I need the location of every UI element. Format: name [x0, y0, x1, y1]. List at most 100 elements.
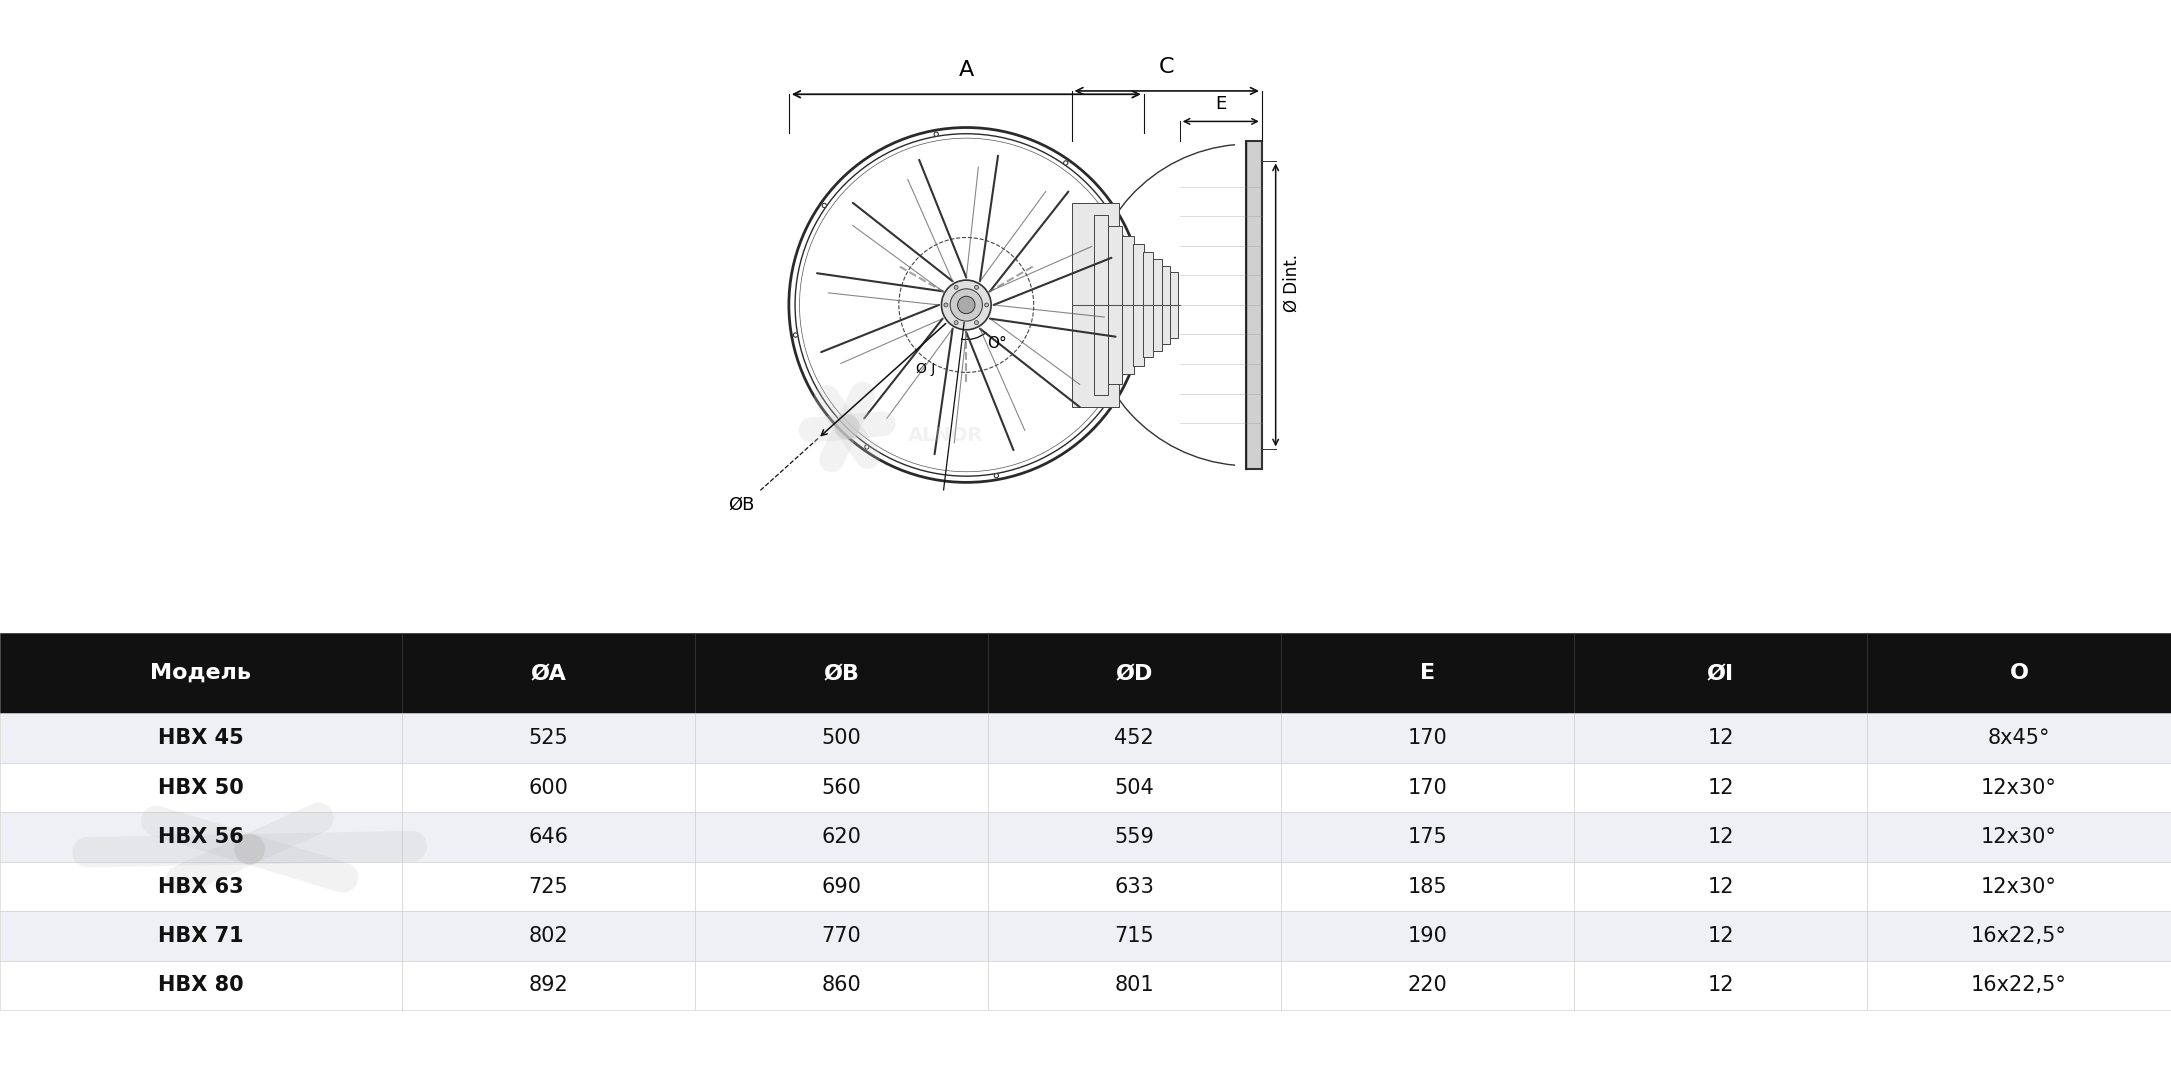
Bar — [1281, 861, 1574, 912]
Bar — [0, 861, 402, 912]
Bar — [1094, 215, 1107, 395]
Text: HBX 63: HBX 63 — [158, 876, 243, 897]
Bar — [1281, 912, 1574, 961]
Text: Модель: Модель — [150, 663, 252, 683]
Text: 12: 12 — [1706, 926, 1735, 946]
Bar — [695, 961, 988, 1010]
Bar — [1281, 812, 1574, 861]
Text: 504: 504 — [1114, 778, 1155, 797]
Text: ØB: ØB — [727, 496, 756, 514]
Bar — [695, 912, 988, 961]
Text: 16x22,5°: 16x22,5° — [1971, 976, 2067, 995]
Text: 452: 452 — [1114, 729, 1155, 748]
Text: 12: 12 — [1706, 778, 1735, 797]
Text: HBX 71: HBX 71 — [158, 926, 243, 946]
Text: O°: O° — [988, 336, 1007, 351]
Text: 559: 559 — [1114, 827, 1155, 847]
Text: HBX 80: HBX 80 — [158, 976, 243, 995]
Bar — [0, 714, 402, 763]
Bar — [0, 812, 402, 861]
Circle shape — [953, 321, 957, 324]
Text: 12x30°: 12x30° — [1982, 778, 2056, 797]
Text: 8x45°: 8x45° — [1989, 729, 2049, 748]
Bar — [1867, 763, 2171, 812]
Text: 500: 500 — [821, 729, 862, 748]
Circle shape — [792, 333, 797, 337]
Circle shape — [864, 445, 868, 449]
Text: 770: 770 — [821, 926, 862, 946]
Bar — [1867, 632, 2171, 714]
Bar — [1574, 763, 1867, 812]
Bar — [695, 632, 988, 714]
Text: ØD: ØD — [1116, 663, 1153, 683]
Text: ØA: ØA — [530, 663, 567, 683]
Bar — [1133, 244, 1144, 366]
Bar — [1281, 961, 1574, 1010]
Circle shape — [942, 280, 992, 330]
Text: 560: 560 — [821, 778, 862, 797]
Text: 12: 12 — [1706, 976, 1735, 995]
Bar — [0, 763, 402, 812]
Bar — [1867, 714, 2171, 763]
Bar — [1107, 226, 1122, 384]
Bar — [988, 861, 1281, 912]
Text: O: O — [2010, 663, 2028, 683]
Bar — [1246, 141, 1261, 469]
Bar — [988, 912, 1281, 961]
Bar — [1574, 961, 1867, 1010]
Bar — [988, 763, 1281, 812]
Bar — [1574, 861, 1867, 912]
Bar — [1574, 714, 1867, 763]
Text: HBX 50: HBX 50 — [158, 778, 243, 797]
Text: HBX 45: HBX 45 — [158, 729, 243, 748]
Text: ALNOR: ALNOR — [907, 426, 983, 445]
Circle shape — [957, 296, 975, 314]
Text: 175: 175 — [1407, 827, 1448, 847]
Text: 12x30°: 12x30° — [1982, 827, 2056, 847]
Bar — [1153, 259, 1161, 351]
Text: 620: 620 — [821, 827, 862, 847]
Bar — [1281, 763, 1574, 812]
Circle shape — [986, 303, 988, 307]
Bar — [402, 912, 695, 961]
Text: 633: 633 — [1114, 876, 1155, 897]
Text: 715: 715 — [1114, 926, 1155, 946]
Circle shape — [1064, 160, 1068, 165]
Text: 220: 220 — [1407, 976, 1448, 995]
Text: 12x30°: 12x30° — [1982, 876, 2056, 897]
Text: E: E — [1216, 95, 1227, 113]
Bar — [1867, 812, 2171, 861]
Bar — [988, 961, 1281, 1010]
Text: Ø J: Ø J — [916, 362, 936, 376]
Bar — [1281, 714, 1574, 763]
Text: 725: 725 — [528, 876, 569, 897]
Bar — [1574, 632, 1867, 714]
Text: 12: 12 — [1706, 876, 1735, 897]
Bar — [988, 714, 1281, 763]
Text: 170: 170 — [1407, 778, 1448, 797]
Text: 185: 185 — [1407, 876, 1448, 897]
Circle shape — [994, 474, 999, 478]
Bar — [402, 632, 695, 714]
Text: E: E — [1420, 663, 1435, 683]
Text: Ø Dint.: Ø Dint. — [1283, 254, 1300, 311]
Bar — [1867, 861, 2171, 912]
Text: 646: 646 — [528, 827, 569, 847]
Circle shape — [951, 289, 983, 321]
Bar — [1574, 912, 1867, 961]
Bar — [0, 961, 402, 1010]
Bar — [0, 912, 402, 961]
Bar — [402, 961, 695, 1010]
Bar — [988, 812, 1281, 861]
Bar — [695, 714, 988, 763]
Circle shape — [1107, 402, 1109, 407]
Bar — [402, 763, 695, 812]
Circle shape — [823, 203, 827, 208]
Bar — [695, 812, 988, 861]
Circle shape — [975, 321, 979, 324]
Bar — [1867, 961, 2171, 1010]
Bar — [1122, 236, 1133, 373]
Text: 892: 892 — [528, 976, 569, 995]
Text: HBX 56: HBX 56 — [158, 827, 243, 847]
Text: 801: 801 — [1114, 976, 1155, 995]
